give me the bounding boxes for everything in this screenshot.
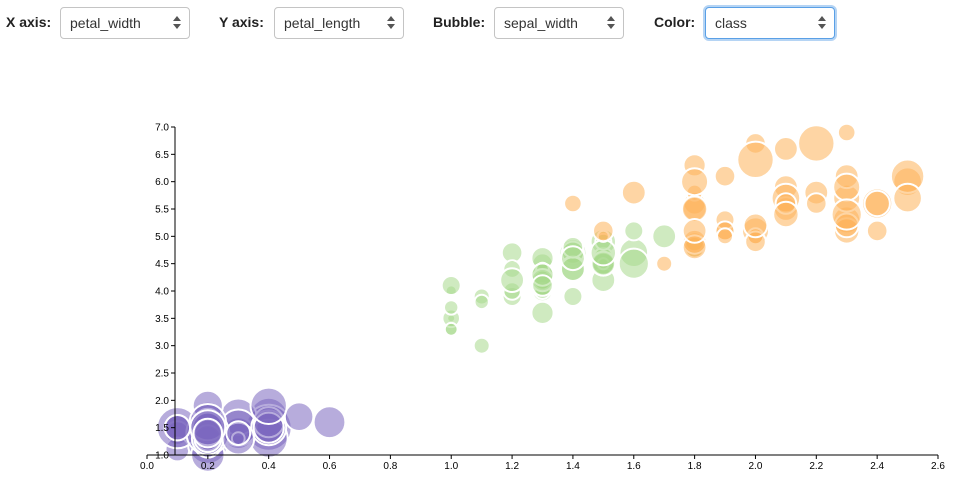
data-point	[680, 167, 710, 197]
x-tick-label: 2.2	[809, 461, 823, 472]
data-point	[589, 239, 617, 267]
y-tick-label: 5.0	[155, 232, 169, 243]
y-axis-label: Y axis:	[219, 14, 264, 30]
data-point	[892, 182, 923, 214]
color-select[interactable]: class	[705, 7, 835, 39]
x-tick-label: 2.6	[931, 461, 945, 472]
x-tick-label: 0.2	[201, 461, 215, 472]
y-axis: 1.0 1.5 2.0 2.5 3.0 3.5 4.0 4.5 5.0 5.5 6.0 6.5 7.0	[155, 123, 176, 462]
controls-bar: X axis: petal_width Y axis: petal_length…	[0, 0, 972, 48]
select-arrows-icon	[387, 16, 395, 30]
select-arrows-icon	[818, 16, 826, 30]
y-tick-label: 6.0	[155, 177, 169, 188]
x-tick-label: 1.4	[566, 461, 580, 472]
select-arrows-icon	[173, 16, 181, 30]
x-axis-select-value: petal_width	[70, 15, 141, 31]
data-point	[562, 286, 584, 307]
data-point	[563, 193, 583, 214]
data-point	[592, 219, 615, 243]
data-point	[440, 275, 462, 296]
x-tick-label: 1.8	[688, 461, 702, 472]
data-point	[249, 386, 288, 425]
y-tick-label: 4.0	[155, 287, 169, 298]
data-point	[797, 124, 836, 163]
x-axis-select[interactable]: petal_width	[60, 7, 190, 39]
data-point	[742, 212, 769, 239]
bubble-select-value: sepal_width	[504, 15, 578, 31]
data-point	[713, 164, 737, 188]
x-tick-label: 0.8	[383, 461, 397, 472]
data-point	[312, 405, 347, 440]
y-tick-label: 4.5	[155, 259, 169, 270]
data-point	[772, 200, 800, 229]
data-point	[681, 218, 708, 244]
x-axis-label: X axis:	[6, 14, 52, 30]
data-point	[863, 189, 891, 218]
data-point	[443, 321, 459, 337]
data-point	[473, 293, 490, 311]
y-tick-label: 3.0	[155, 341, 169, 352]
x-axis: 0.0 0.2 0.4 0.6 0.8 1.0 1.2 1.4 1.6 1.8 2.0 2.2 2.4 2…	[140, 454, 945, 472]
y-axis-select[interactable]: petal_length	[274, 7, 404, 39]
data-point	[680, 195, 709, 223]
color-label: Color:	[654, 14, 696, 30]
data-point	[805, 192, 828, 215]
y-tick-label: 3.5	[155, 314, 169, 325]
data-point	[651, 223, 678, 250]
data-point	[499, 267, 525, 294]
y-tick-label: 6.5	[155, 150, 169, 161]
x-tick-label: 1.2	[505, 461, 519, 472]
data-point	[560, 245, 586, 272]
data-point	[225, 420, 252, 447]
color-select-value: class	[715, 15, 747, 31]
data-point	[623, 220, 645, 242]
data-point	[865, 219, 889, 243]
data-point	[192, 417, 224, 449]
data-point	[655, 254, 674, 273]
x-tick-label: 2.0	[749, 461, 763, 472]
x-tick-label: 0.6	[323, 461, 337, 472]
data-point	[530, 300, 555, 325]
x-tick-label: 1.0	[444, 461, 458, 472]
data-point	[617, 247, 650, 280]
y-tick-label: 1.0	[155, 451, 169, 462]
data-point	[736, 140, 775, 180]
x-tick-label: 1.6	[627, 461, 641, 472]
data-point	[773, 136, 799, 162]
data-point	[443, 299, 460, 316]
data-point	[836, 122, 857, 143]
y-tick-label: 5.5	[155, 205, 169, 216]
x-tick-label: 0.4	[262, 461, 276, 472]
data-point	[832, 172, 862, 202]
select-arrows-icon	[607, 16, 615, 30]
x-tick-label: 2.4	[870, 461, 884, 472]
bubble-select[interactable]: sepal_width	[494, 7, 624, 39]
y-axis-select-value: petal_length	[284, 15, 361, 31]
data-point	[472, 336, 491, 355]
data-point	[620, 179, 647, 206]
x-tick-label: 0.0	[140, 461, 154, 472]
bubble-label: Bubble:	[433, 14, 486, 30]
data-point	[283, 401, 315, 433]
y-tick-label: 2.0	[155, 396, 169, 407]
data-point	[830, 198, 863, 231]
points-group	[155, 122, 926, 473]
y-tick-label: 2.5	[155, 369, 169, 380]
data-point	[531, 274, 554, 297]
data-point	[716, 227, 734, 246]
y-tick-label: 1.5	[155, 423, 169, 434]
y-tick-label: 7.0	[155, 123, 169, 134]
